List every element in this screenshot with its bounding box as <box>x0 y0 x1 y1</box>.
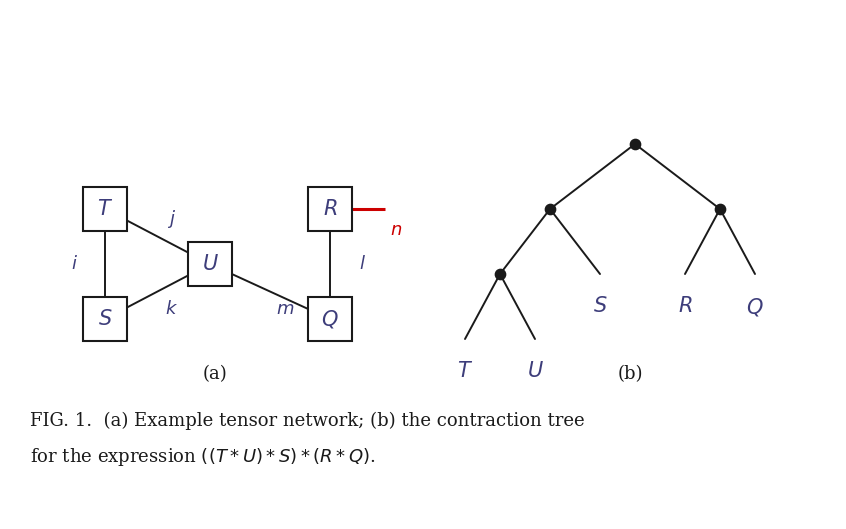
FancyBboxPatch shape <box>83 297 127 341</box>
Point <box>543 205 557 213</box>
Text: $l$: $l$ <box>359 255 365 273</box>
Point <box>493 270 507 278</box>
Text: $n$: $n$ <box>390 221 402 239</box>
Text: $U$: $U$ <box>526 361 543 381</box>
Text: $T$: $T$ <box>97 199 113 219</box>
FancyBboxPatch shape <box>308 187 352 231</box>
Text: $U$: $U$ <box>201 254 218 274</box>
FancyBboxPatch shape <box>308 297 352 341</box>
Point <box>713 205 727 213</box>
Point <box>629 140 642 148</box>
FancyBboxPatch shape <box>83 187 127 231</box>
Text: $i$: $i$ <box>70 255 78 273</box>
Text: $Q$: $Q$ <box>321 308 338 330</box>
Text: $R$: $R$ <box>322 199 338 219</box>
Text: $Q$: $Q$ <box>746 296 764 318</box>
Text: (a): (a) <box>203 365 228 383</box>
Text: for the expression $((T * U) * S) * (R * Q)$.: for the expression $((T * U) * S) * (R *… <box>30 446 376 468</box>
Text: $m$: $m$ <box>276 300 294 318</box>
Text: $S$: $S$ <box>97 309 113 329</box>
Text: FIG. 1.  (a) Example tensor network; (b) the contraction tree: FIG. 1. (a) Example tensor network; (b) … <box>30 412 585 430</box>
FancyBboxPatch shape <box>188 242 232 286</box>
Text: (b): (b) <box>618 365 643 383</box>
Text: $T$: $T$ <box>457 361 473 381</box>
Text: $R$: $R$ <box>678 296 692 316</box>
Text: $S$: $S$ <box>593 296 607 316</box>
Text: $k$: $k$ <box>166 300 179 318</box>
Text: $j$: $j$ <box>168 208 177 230</box>
